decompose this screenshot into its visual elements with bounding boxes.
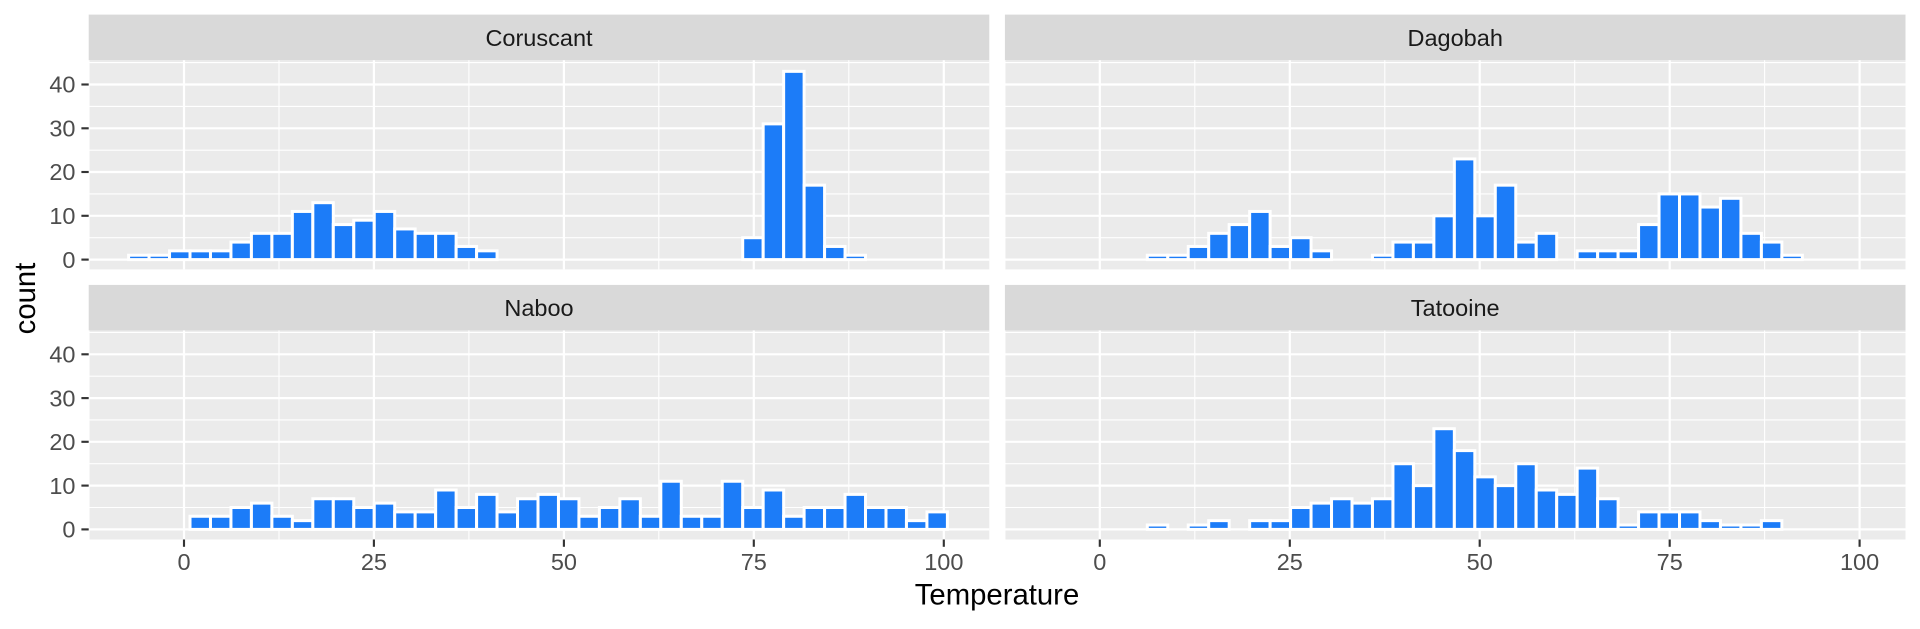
svg-text:75: 75 [1657,549,1683,575]
svg-text:10: 10 [49,473,75,499]
svg-text:Dagobah: Dagobah [1408,25,1503,51]
svg-text:0: 0 [62,247,75,273]
svg-text:30: 30 [49,116,75,142]
svg-text:50: 50 [551,549,577,575]
svg-text:count: count [9,263,42,335]
svg-text:20: 20 [49,429,75,455]
svg-text:0: 0 [177,549,190,575]
svg-text:Coruscant: Coruscant [485,25,593,51]
svg-text:50: 50 [1467,549,1493,575]
svg-text:0: 0 [62,517,75,543]
svg-text:30: 30 [49,385,75,411]
svg-text:100: 100 [924,549,963,575]
svg-text:40: 40 [49,72,75,98]
svg-text:25: 25 [361,549,387,575]
svg-text:Temperature: Temperature [915,579,1079,612]
svg-text:40: 40 [49,342,75,368]
svg-text:20: 20 [49,159,75,185]
svg-text:100: 100 [1840,549,1879,575]
svg-text:25: 25 [1277,549,1303,575]
svg-text:Tatooine: Tatooine [1411,295,1500,321]
svg-text:75: 75 [741,549,767,575]
svg-text:10: 10 [49,203,75,229]
svg-text:0: 0 [1093,549,1106,575]
svg-text:Naboo: Naboo [504,295,573,321]
